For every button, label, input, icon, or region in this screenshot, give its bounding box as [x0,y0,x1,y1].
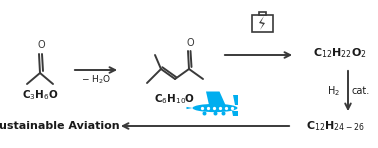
Bar [259,12,265,15]
FancyBboxPatch shape [251,15,273,32]
Polygon shape [259,16,265,30]
Text: H$_2$: H$_2$ [327,84,340,98]
Polygon shape [186,107,192,109]
Text: cat.: cat. [352,86,370,96]
Ellipse shape [192,104,237,112]
Polygon shape [231,111,237,115]
Text: O: O [37,40,45,50]
Text: O: O [186,38,194,48]
Text: $-$ H$_2$O: $-$ H$_2$O [81,74,111,86]
Text: C$_3$H$_6$O: C$_3$H$_6$O [22,88,58,102]
Text: Sustainable Aviation: Sustainable Aviation [0,121,119,131]
Text: C$_{12}$H$_{24-26}$: C$_{12}$H$_{24-26}$ [306,119,364,133]
Text: C$_6$H$_{10}$O: C$_6$H$_{10}$O [154,92,195,106]
Polygon shape [233,95,237,105]
Text: C$_{12}$H$_{22}$O$_2$: C$_{12}$H$_{22}$O$_2$ [313,46,367,60]
Polygon shape [206,91,226,105]
